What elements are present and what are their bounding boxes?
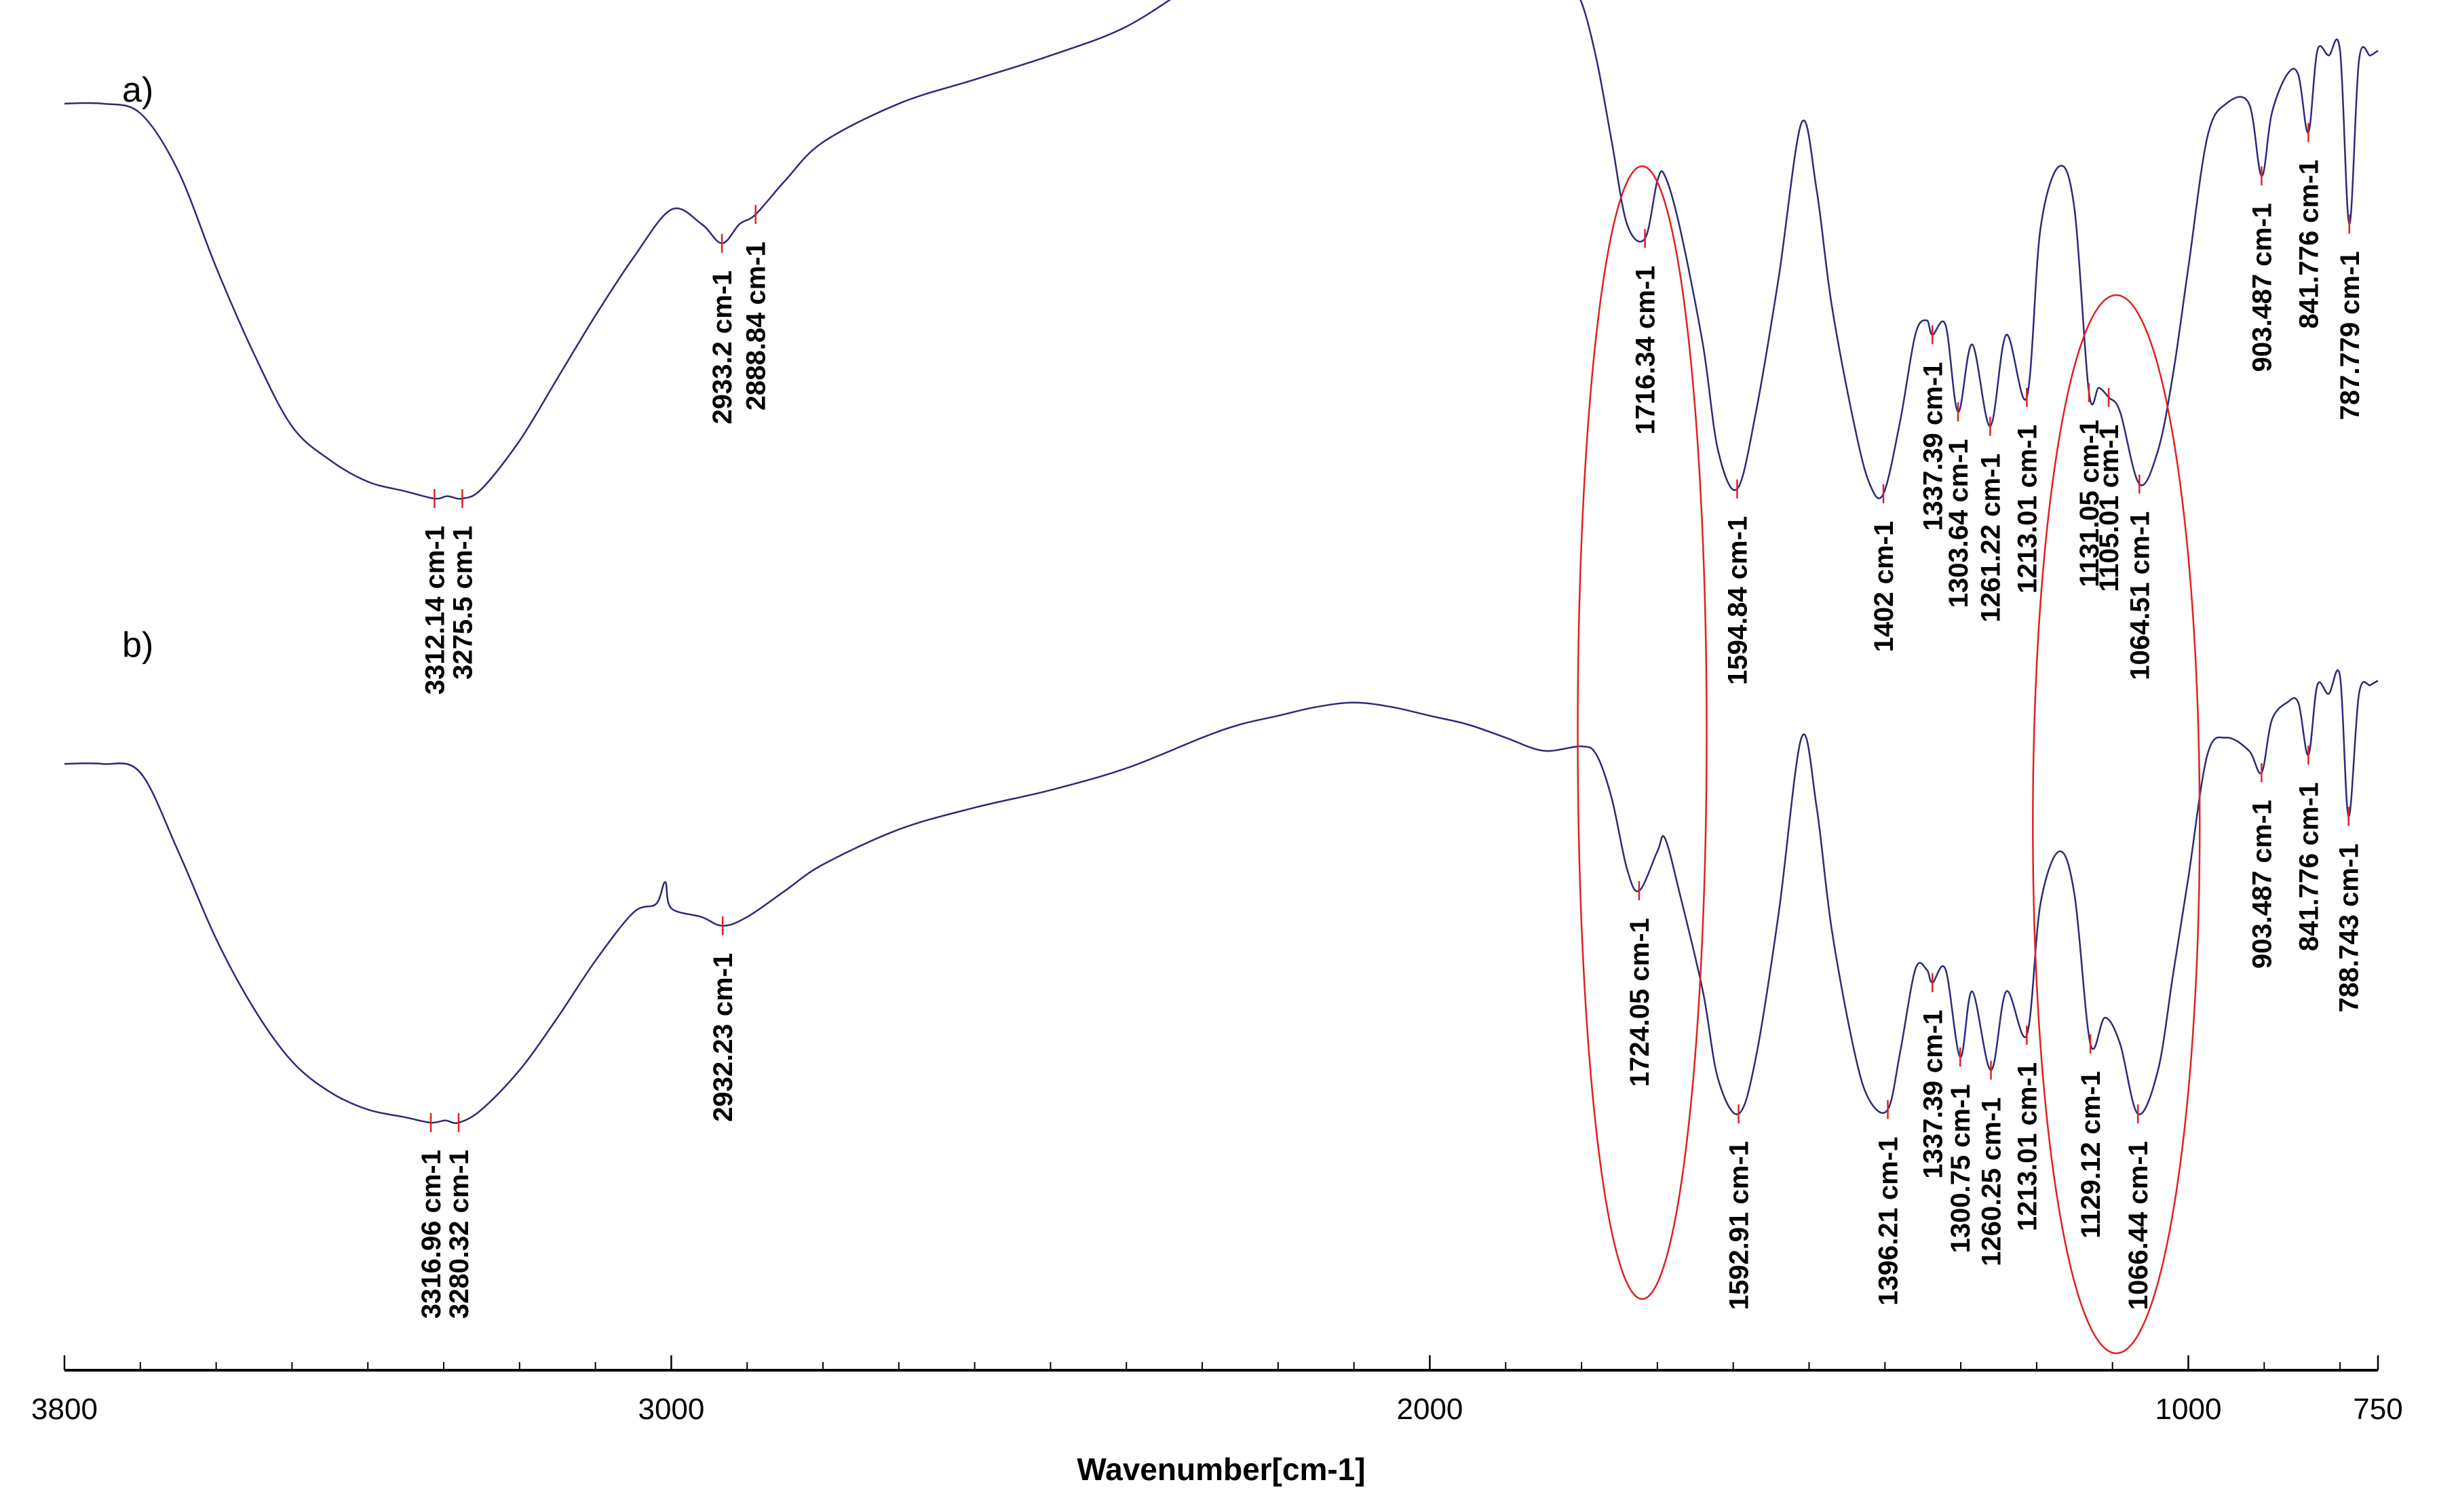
peak-label: 1131.05 cm-1 (2075, 420, 2105, 587)
peak-label: 2933.2 cm-1 (708, 271, 737, 425)
x-tick-label: 3800 (31, 1393, 98, 1426)
spectrum-line-b (64, 669, 2379, 1124)
peak-label: 788.743 cm-1 (2335, 844, 2364, 1013)
peak-label: 1213.01 cm-1 (2012, 1062, 2042, 1231)
peak-label: 1213.01 cm-1 (2012, 425, 2042, 594)
panel-labels: a) b) (122, 71, 153, 665)
panel-label-a: a) (122, 71, 153, 110)
peak-label: 1724.05 cm-1 (1625, 918, 1655, 1087)
peak-label: 2888.84 cm-1 (742, 241, 771, 410)
peak-label: 1064.51 cm-1 (2125, 511, 2155, 680)
peak-label: 1337.39 cm-1 (1918, 1010, 1948, 1179)
peak-label: 1261.22 cm-1 (1976, 454, 2006, 623)
peak-label: 903.487 cm-1 (2247, 800, 2277, 969)
peak-label: 1303.64 cm-1 (1944, 439, 1974, 608)
panel-label-b: b) (122, 625, 153, 665)
peak-label: 1105.01 cm-1 (2094, 425, 2124, 592)
peak-label: 1594.84 cm-1 (1723, 516, 1752, 685)
peak-label: 841.776 cm-1 (2294, 782, 2324, 951)
highlight-ellipse (1577, 165, 1708, 1300)
peak-label: 2932.23 cm-1 (708, 953, 738, 1122)
highlight-ellipse (2032, 294, 2201, 1355)
peak-label: 1716.34 cm-1 (1631, 266, 1661, 435)
x-tick-label: 750 (2353, 1393, 2402, 1426)
x-tick-label: 3000 (638, 1393, 704, 1426)
peak-label: 3280.32 cm-1 (444, 1150, 474, 1319)
peak-label: 1300.75 cm-1 (1946, 1084, 1976, 1253)
peak-label: 1337.39 cm-1 (1918, 362, 1948, 531)
peak-label: 3312.14 cm-1 (420, 526, 450, 695)
peak-label: 1066.44 cm-1 (2124, 1141, 2153, 1310)
x-tick-label: 2000 (1397, 1393, 1463, 1426)
peak-markers (429, 123, 2351, 1132)
peak-label: 903.487 cm-1 (2247, 203, 2277, 372)
peak-label: 1260.25 cm-1 (1977, 1098, 2007, 1266)
peak-label: 1396.21 cm-1 (1874, 1137, 1904, 1306)
x-tick-label: 1000 (2155, 1393, 2222, 1426)
peak-label: 787.779 cm-1 (2335, 251, 2365, 420)
peak-label: 3275.5 cm-1 (448, 526, 478, 680)
peak-label: 3316.96 cm-1 (417, 1150, 446, 1319)
x-axis: 3800 3000 2000 1000 750 (31, 1355, 2403, 1426)
peak-label: 1129.12 cm-1 (2076, 1071, 2106, 1239)
spectrum-line-a (64, 0, 2379, 500)
highlight-ellipses (1577, 165, 2201, 1355)
x-axis-title: Wavenumber[cm-1] (1077, 1452, 1365, 1487)
peak-label: 841.776 cm-1 (2294, 159, 2324, 328)
peak-label: 1592.91 cm-1 (1725, 1141, 1754, 1310)
peak-label: 1402 cm-1 (1869, 521, 1899, 652)
